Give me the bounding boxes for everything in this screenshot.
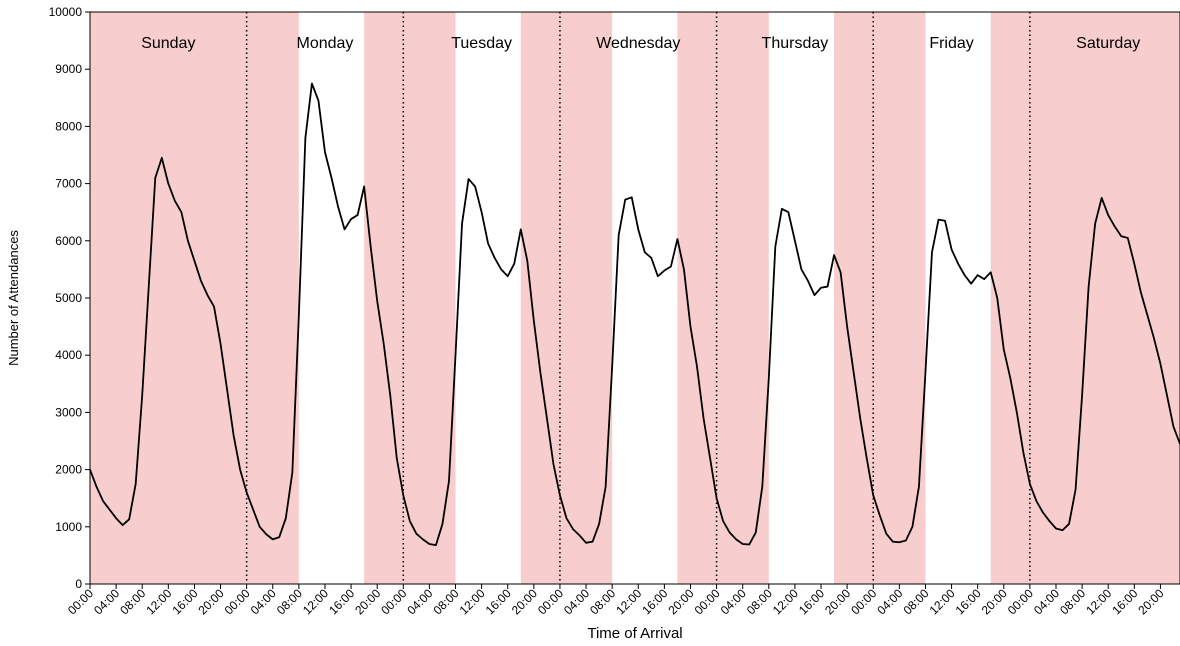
x-tick-label: 20:00 — [509, 586, 540, 617]
x-tick-label: 08:00 — [587, 586, 618, 617]
x-tick-label: 12:00 — [457, 586, 488, 617]
y-tick-label: 5000 — [55, 291, 82, 305]
y-tick-label: 9000 — [55, 62, 82, 76]
x-tick-label: 08:00 — [1057, 586, 1088, 617]
x-tick-label: 20:00 — [352, 586, 383, 617]
x-tick-label: 16:00 — [1109, 586, 1140, 617]
x-tick-label: 04:00 — [404, 586, 435, 617]
day-label: Wednesday — [596, 35, 680, 52]
shaded-band — [677, 12, 769, 584]
plot-frame — [89, 11, 1180, 585]
y-tick-label: 10000 — [49, 5, 83, 19]
shaded-band — [90, 12, 299, 584]
shaded-band — [520, 12, 613, 584]
x-tick-label: 16:00 — [639, 586, 670, 617]
y-tick-label: 1000 — [55, 520, 82, 534]
day-label: Thursday — [762, 35, 829, 52]
x-tick-label: 20:00 — [196, 586, 227, 617]
x-tick-label: 08:00 — [430, 586, 461, 617]
x-tick-label: 12:00 — [300, 586, 331, 617]
y-axis-label: Number of Attendances — [6, 230, 21, 366]
y-tick-label: 4000 — [55, 348, 82, 362]
x-tick-label: 00:00 — [1005, 586, 1036, 617]
x-tick-label: 12:00 — [613, 586, 644, 617]
x-tick-label: 00:00 — [378, 586, 409, 617]
shaded-band — [990, 12, 1180, 584]
shaded-band — [834, 12, 926, 584]
x-tick-label: 16:00 — [483, 586, 514, 617]
x-tick-label: 16:00 — [953, 586, 984, 617]
x-tick-label: 12:00 — [770, 586, 801, 617]
x-tick-label: 08:00 — [274, 586, 305, 617]
x-tick-label: 04:00 — [91, 586, 122, 617]
y-tick-label: 8000 — [55, 119, 82, 133]
x-tick-label: 16:00 — [169, 586, 200, 617]
attendance-line — [89, 82, 1180, 546]
x-tick-label: 08:00 — [117, 586, 148, 617]
x-tick-label: 04:00 — [248, 586, 279, 617]
x-tick-label: 04:00 — [1031, 586, 1062, 617]
x-tick-label: 16:00 — [326, 586, 357, 617]
y-tick-label: 2000 — [55, 463, 82, 477]
x-tick-label: 08:00 — [744, 586, 775, 617]
y-tick-label: 6000 — [55, 234, 82, 248]
x-tick-label: 20:00 — [1135, 586, 1166, 617]
x-tick-label: 00:00 — [65, 586, 96, 617]
y-tick-label: 7000 — [55, 177, 82, 191]
x-tick-label: 00:00 — [535, 586, 566, 617]
x-tick-label: 04:00 — [718, 586, 749, 617]
x-tick-label: 20:00 — [665, 586, 696, 617]
x-tick-label: 20:00 — [822, 586, 853, 617]
x-tick-label: 00:00 — [848, 586, 879, 617]
day-label: Tuesday — [451, 35, 512, 52]
x-tick-label: 16:00 — [796, 586, 827, 617]
x-tick-label: 12:00 — [143, 586, 174, 617]
x-tick-label: 00:00 — [222, 586, 253, 617]
x-tick-label: 00:00 — [692, 586, 723, 617]
shaded-band — [364, 12, 456, 584]
day-label: Friday — [929, 35, 973, 52]
x-tick-label: 20:00 — [979, 586, 1010, 617]
day-label: Monday — [297, 35, 354, 52]
x-tick-label: 04:00 — [874, 586, 905, 617]
x-axis-label: Time of Arrival — [587, 625, 682, 642]
x-tick-label: 12:00 — [1083, 586, 1114, 617]
x-tick-label: 12:00 — [927, 586, 958, 617]
day-label: Sunday — [141, 35, 195, 52]
day-label: Saturday — [1076, 35, 1140, 52]
x-tick-label: 04:00 — [561, 586, 592, 617]
y-tick-label: 3000 — [55, 405, 82, 419]
x-tick-label: 08:00 — [900, 586, 931, 617]
y-tick-label: 0 — [75, 577, 82, 591]
